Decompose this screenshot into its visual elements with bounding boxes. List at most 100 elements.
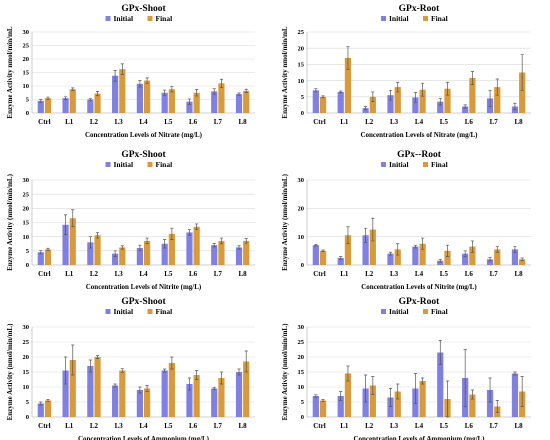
x-tick-label-ctrl: Ctrl [313, 118, 325, 126]
x-tick-label-l5: L5 [164, 270, 173, 278]
bar-final-l1 [69, 218, 76, 265]
legend-swatch-initial [105, 16, 111, 21]
legend-label-initial: Initial [389, 14, 409, 23]
x-axis-label: Concentration Levels of Nitrite (mg/L) [361, 283, 477, 291]
error-bar-initial-l4 [413, 373, 417, 404]
x-tick-label-l2: L2 [365, 422, 374, 430]
chart-title: GPx-Shoot [121, 150, 166, 160]
y-tick-label: 0 [26, 414, 29, 421]
y-tick-label: 15 [298, 62, 305, 69]
y-tick-label: 5 [301, 399, 305, 406]
y-tick-label: 10 [23, 234, 30, 241]
bar-initial-l8 [235, 94, 243, 113]
x-tick-label-l4: L4 [139, 270, 148, 278]
x-tick-label-l4: L4 [139, 422, 148, 430]
x-tick-label-l3: L3 [390, 118, 399, 126]
x-tick-label-l8: L8 [514, 422, 523, 430]
error-bar-initial-l2 [364, 374, 368, 403]
y-tick-label: 10 [298, 78, 305, 85]
error-bar-final-l6 [195, 89, 199, 97]
bar-final-ctrl [319, 400, 327, 417]
bar-initial-l2 [87, 99, 94, 113]
bar-final-l4 [144, 388, 151, 417]
error-bar-initial-l6 [463, 250, 467, 257]
bar-initial-l5 [161, 370, 168, 417]
x-tick-label-l1: L1 [340, 118, 349, 126]
bar-initial-l3 [387, 95, 394, 113]
bar-final-l7 [218, 378, 225, 417]
bar-final-l4 [419, 243, 426, 265]
x-tick-label-l2: L2 [90, 270, 99, 278]
error-bar-initial-l7 [488, 89, 492, 107]
error-bar-final-l4 [421, 237, 425, 250]
bar-final-l7 [218, 240, 225, 265]
error-bar-final-l3 [120, 63, 124, 76]
error-bar-initial-l6 [187, 377, 192, 391]
error-bar-initial-l1 [339, 391, 343, 401]
legend-swatch-initial [105, 162, 111, 167]
x-tick-label-l8: L8 [514, 118, 523, 126]
error-bar-final-l3 [120, 245, 124, 250]
bar-initial-l4 [412, 97, 419, 113]
error-bar-initial-l5 [438, 98, 442, 106]
legend-swatch-final [147, 162, 153, 167]
error-bar-initial-l8 [513, 371, 517, 376]
error-bar-initial-l2 [88, 98, 92, 101]
bar-final-l5 [444, 88, 451, 113]
error-bar-final-l8 [244, 88, 248, 93]
x-tick-label-l8: L8 [239, 270, 248, 278]
bar-final-l1 [69, 360, 76, 417]
error-bar-initial-l3 [113, 383, 117, 388]
legend-label-initial: Initial [114, 160, 134, 169]
y-tick-label: 30 [23, 177, 30, 184]
error-bar-initial-l3 [388, 251, 393, 256]
x-tick-label-l7: L7 [490, 422, 499, 430]
error-bar-final-l2 [95, 355, 100, 359]
error-bar-final-l7 [495, 246, 499, 253]
error-bar-final-l7 [219, 237, 224, 245]
bar-final-l7 [218, 83, 225, 113]
y-tick-label: 30 [23, 324, 30, 331]
x-axis-label: Concentration Levels of Nitrate (mg/L) [85, 131, 203, 139]
x-tick-label-l4: L4 [415, 118, 424, 126]
y-tick-label: 10 [298, 234, 305, 241]
y-tick-label: 30 [298, 324, 305, 331]
error-bar-initial-l8 [513, 102, 517, 111]
bar-final-ctrl [44, 249, 52, 265]
x-tick-label-l3: L3 [390, 270, 399, 278]
legend-swatch-initial [381, 16, 386, 21]
bar-initial-ctrl [312, 396, 319, 417]
y-tick-label: 0 [26, 110, 29, 117]
legend-swatch-final [147, 16, 153, 21]
bar-final-l4 [419, 381, 426, 417]
bar-initial-l2 [87, 366, 94, 417]
legend-swatch-final [423, 309, 428, 314]
legend-swatch-final [147, 309, 153, 314]
error-bar-final-ctrl [321, 249, 325, 253]
bar-initial-l1 [337, 91, 344, 113]
y-tick-label: 0 [301, 262, 304, 269]
error-bar-initial-ctrl [314, 394, 318, 398]
error-bar-initial-l2 [364, 227, 368, 243]
bar-final-l6 [469, 78, 476, 113]
bar-final-l2 [94, 235, 101, 265]
error-bar-initial-ctrl [314, 243, 318, 247]
error-bar-initial-l2 [88, 359, 92, 373]
bar-initial-l2 [362, 108, 369, 113]
x-tick-label-l5: L5 [440, 270, 449, 278]
error-bar-initial-ctrl [39, 401, 43, 406]
error-bar-initial-l8 [237, 92, 241, 96]
error-bar-final-l8 [520, 54, 524, 91]
x-tick-label-l4: L4 [415, 270, 424, 278]
error-bar-initial-l6 [463, 104, 467, 109]
error-bar-final-l1 [71, 87, 75, 91]
error-bar-final-l2 [371, 217, 375, 242]
x-tick-label-l6: L6 [189, 270, 198, 278]
error-bar-final-l1 [71, 209, 75, 228]
bar-final-l3 [119, 370, 126, 417]
chart-title: GPx-Shoot [121, 297, 166, 307]
x-tick-label-l3: L3 [115, 270, 124, 278]
